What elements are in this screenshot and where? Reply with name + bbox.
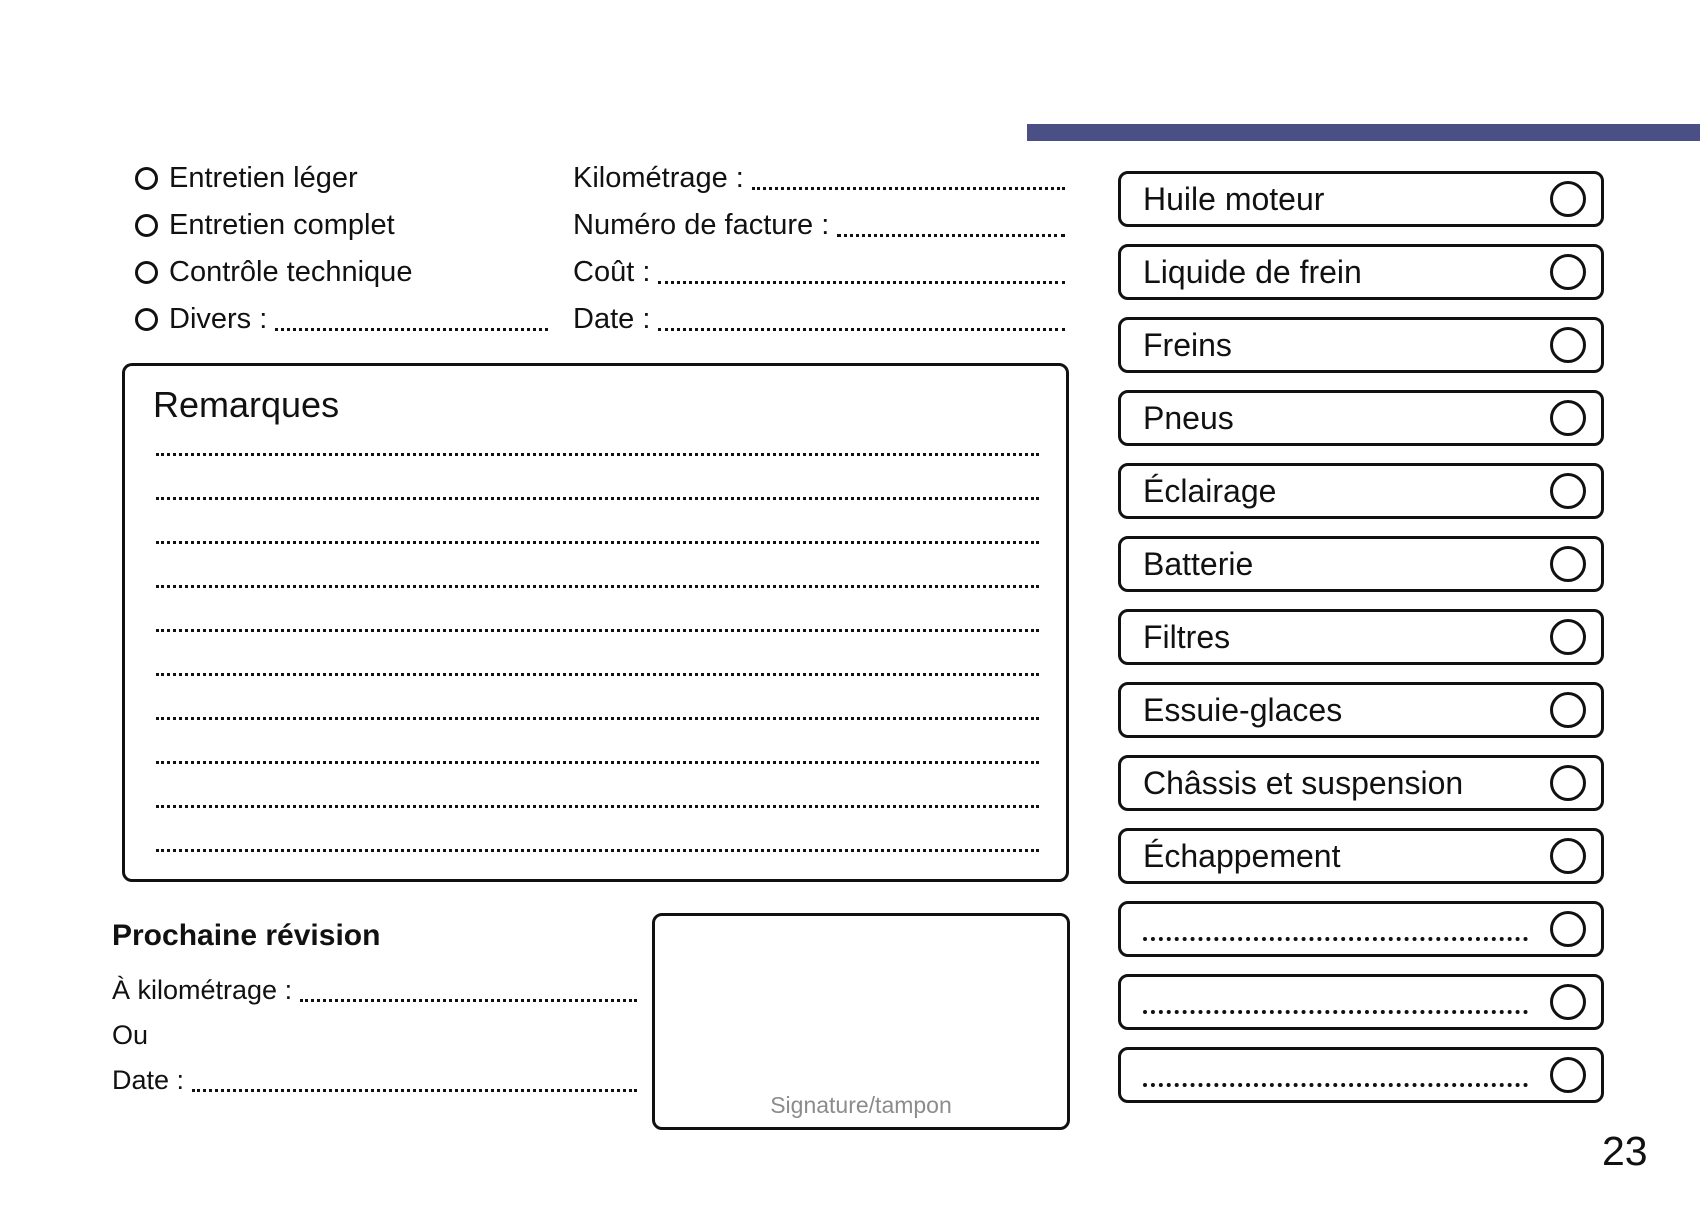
next-service-row: Date :: [112, 1058, 637, 1103]
checklist-item: Batterie: [1118, 536, 1604, 592]
service-option-label: Entretien léger: [169, 162, 358, 194]
checklist-item: Liquide de frein: [1118, 244, 1604, 300]
fill-in-dotted-line: [192, 1089, 637, 1092]
radio-circle-icon: [135, 167, 158, 190]
radio-circle-icon: [135, 214, 158, 237]
field-label: Date :: [573, 303, 651, 335]
checklist-item: Châssis et suspension: [1118, 755, 1604, 811]
remarks-title: Remarques: [153, 384, 340, 425]
check-circle-icon: [1550, 546, 1586, 582]
fill-in-dotted-line: [275, 328, 548, 331]
service-option-row: Entretien léger: [135, 155, 548, 202]
next-service-section: Prochaine révision À kilométrage : Ou Date…: [112, 912, 637, 1103]
field-label: Date :: [112, 1065, 185, 1095]
remarks-dotted-line: [156, 541, 1039, 544]
radio-circle-icon: [135, 261, 158, 284]
checklist-item: [1118, 1047, 1604, 1103]
checklist-item-label: Châssis et suspension: [1143, 764, 1464, 801]
header-accent-bar: [1027, 124, 1700, 141]
field-label: Kilométrage :: [573, 162, 744, 194]
fill-in-dotted-line: [1143, 1083, 1528, 1087]
invoice-field-row: Numéro de facture :: [573, 202, 1065, 249]
checklist-item-label: Freins: [1143, 326, 1232, 363]
checklist-item: Freins: [1118, 317, 1604, 373]
check-circle-icon: [1550, 181, 1586, 217]
checklist-item-label: Échappement: [1143, 837, 1341, 874]
remarks-dotted-line: [156, 849, 1039, 852]
check-circle-icon: [1550, 1057, 1586, 1093]
checklist-item: [1118, 974, 1604, 1030]
checklist-item: Pneus: [1118, 390, 1604, 446]
next-service-fields: À kilométrage : Ou Date :: [112, 968, 637, 1103]
check-circle-icon: [1550, 473, 1586, 509]
service-option-label: Entretien complet: [169, 209, 395, 241]
checklist-item-label: Pneus: [1143, 399, 1234, 436]
checklist-item-label: Éclairage: [1143, 472, 1277, 509]
remarks-lines: [125, 366, 1066, 879]
check-circle-icon: [1550, 838, 1586, 874]
invoice-field-row: Coût :: [573, 249, 1065, 296]
next-service-row: Ou: [112, 1013, 637, 1058]
checklist-item-label: Liquide de frein: [1143, 253, 1362, 290]
checklist-item: [1118, 901, 1604, 957]
service-option-row: Contrôle technique: [135, 249, 548, 296]
remarks-dotted-line: [156, 761, 1039, 764]
field-label: À kilométrage :: [112, 975, 293, 1005]
checklist-item: Filtres: [1118, 609, 1604, 665]
invoice-field-row: Kilométrage :: [573, 155, 1065, 202]
fill-in-dotted-line: [1143, 1010, 1528, 1014]
fill-in-dotted-line: [658, 328, 1065, 331]
signature-label: Signature/tampon: [770, 1092, 952, 1118]
field-label: Coût :: [573, 256, 651, 288]
remarks-dotted-line: [156, 717, 1039, 720]
page-number: 23: [1602, 1128, 1648, 1174]
next-service-row: À kilométrage :: [112, 968, 637, 1013]
fill-in-dotted-line: [300, 999, 637, 1002]
service-option-label: Contrôle technique: [169, 256, 413, 288]
next-service-title: Prochaine révision: [112, 919, 381, 952]
service-option-label: Divers :: [169, 303, 268, 335]
check-circle-icon: [1550, 254, 1586, 290]
service-options: Entretien léger Entretien complet Contrôle…: [135, 155, 548, 343]
checklist-item: Éclairage: [1118, 463, 1604, 519]
check-circle-icon: [1550, 619, 1586, 655]
field-label: Numéro de facture :: [573, 209, 830, 241]
check-circle-icon: [1550, 984, 1586, 1020]
invoice-field-row: Date :: [573, 296, 1065, 343]
check-circle-icon: [1550, 911, 1586, 947]
remarks-box: Remarques: [122, 363, 1069, 882]
service-option-row: Divers :: [135, 296, 548, 343]
checklist-item-label: Batterie: [1143, 545, 1254, 582]
checklist: Huile moteur Liquide de frein Freins Pneus É…: [1118, 171, 1604, 1103]
remarks-dotted-line: [156, 585, 1039, 588]
checklist-item-label: Filtres: [1143, 618, 1231, 655]
remarks-dotted-line: [156, 805, 1039, 808]
service-option-row: Entretien complet: [135, 202, 548, 249]
fill-in-dotted-line: [751, 187, 1065, 190]
remarks-dotted-line: [156, 673, 1039, 676]
remarks-dotted-line: [156, 629, 1039, 632]
check-circle-icon: [1550, 400, 1586, 436]
checklist-item: Huile moteur: [1118, 171, 1604, 227]
checklist-item-label: Essuie-glaces: [1143, 691, 1343, 728]
checklist-item: Échappement: [1118, 828, 1604, 884]
remarks-dotted-line: [156, 497, 1039, 500]
fill-in-dotted-line: [1143, 937, 1528, 941]
remarks-dotted-line: [156, 453, 1039, 456]
radio-circle-icon: [135, 308, 158, 331]
field-label: Ou: [112, 1020, 149, 1050]
checklist-item: Essuie-glaces: [1118, 682, 1604, 738]
checklist-item-label: Huile moteur: [1143, 180, 1325, 217]
check-circle-icon: [1550, 765, 1586, 801]
check-circle-icon: [1550, 327, 1586, 363]
signature-box: Signature/tampon: [652, 913, 1070, 1130]
fill-in-dotted-line: [837, 234, 1065, 237]
invoice-fields: Kilométrage : Numéro de facture : Coût : Da…: [573, 155, 1065, 343]
fill-in-dotted-line: [658, 281, 1065, 284]
check-circle-icon: [1550, 692, 1586, 728]
